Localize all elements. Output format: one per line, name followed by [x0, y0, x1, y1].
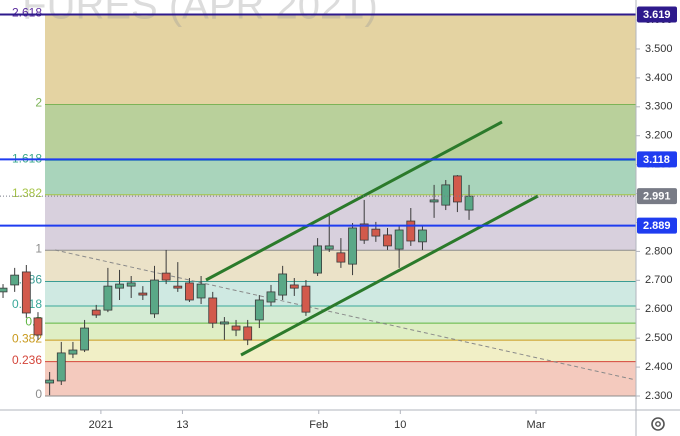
y-tick-label: 2.700: [645, 274, 673, 286]
fib-label: 1.382: [12, 186, 42, 200]
candle-body: [243, 326, 253, 341]
candle-body: [21, 271, 31, 314]
x-tick-label: 2021: [89, 419, 113, 431]
price-label: 3.619: [643, 9, 671, 21]
candle-body: [371, 228, 381, 237]
fib-band: [45, 160, 636, 195]
fib-label: 1: [35, 241, 42, 255]
candle-body: [406, 220, 416, 242]
candle-body: [56, 352, 66, 382]
candle-body: [348, 227, 357, 265]
candle-body: [150, 279, 159, 315]
price-label-box: [637, 188, 677, 205]
candle-body: [33, 317, 43, 336]
price-label-box: [637, 6, 677, 23]
candle-body: [161, 272, 171, 281]
candle-body: [185, 282, 194, 301]
candle-body: [301, 285, 311, 313]
y-tick-label: 2.400: [645, 361, 673, 373]
candle-body: [359, 223, 369, 241]
candle-body: [173, 285, 183, 289]
candle-body: [441, 184, 451, 206]
fib-band: [45, 104, 636, 161]
fib-band: [45, 306, 636, 324]
price-lines: [0, 13, 636, 227]
upper-channel-line: [205, 120, 503, 282]
price-label-box: [637, 151, 677, 168]
candle-body: [219, 321, 229, 325]
candle-body: [313, 245, 322, 274]
price-label-box: [637, 217, 677, 234]
candle-body: [429, 199, 439, 203]
price-label: 3.118: [643, 154, 670, 166]
x-tick-label: Feb: [309, 419, 328, 431]
y-tick-label: 2.300: [645, 390, 673, 402]
candle-body: [324, 245, 334, 250]
candle-body: [394, 229, 404, 250]
x-tick-label: Mar: [527, 419, 546, 431]
candle-body: [10, 274, 20, 286]
fib-label: 2.618: [12, 6, 42, 20]
candle-body: [126, 282, 136, 287]
candle-body: [418, 229, 427, 243]
fib-label: 2: [35, 96, 42, 110]
candle-body: [464, 195, 474, 211]
candle-body: [452, 175, 462, 203]
dashed-trend-line: [54, 249, 637, 381]
axis-labels: 2.3002.4002.5002.6002.7002.8002.9003.000…: [89, 6, 677, 431]
fib-band: [45, 14, 636, 105]
candle-body: [196, 283, 206, 299]
lower-channel-line: [240, 194, 539, 357]
y-tick-label: 2.800: [645, 245, 673, 257]
candle-body: [254, 299, 264, 321]
x-tick-label: 10: [394, 419, 406, 431]
fib-bands: [45, 14, 636, 397]
candle-body: [266, 291, 276, 303]
candle-body: [208, 297, 218, 324]
y-tick-label: 3.500: [645, 43, 673, 55]
x-tick-label: 13: [176, 419, 188, 431]
candle-body: [289, 284, 299, 289]
price-label: 2.889: [643, 220, 671, 232]
y-tick-label: 2.600: [645, 303, 673, 315]
candle-body: [138, 292, 148, 296]
y-tick-label: 3.300: [645, 101, 673, 113]
candle-body: [231, 325, 241, 331]
fib-label: 0: [35, 387, 42, 401]
candle-body: [68, 349, 78, 355]
candle-body: [115, 283, 124, 289]
fib-band: [45, 340, 636, 362]
candle-body: [91, 309, 101, 316]
price-label: 2.991: [643, 191, 671, 203]
fib-band: [45, 361, 636, 397]
candle-body: [103, 285, 113, 311]
candle-body: [278, 273, 288, 296]
settings-icon[interactable]: [651, 417, 665, 431]
candle-body: [0, 287, 8, 293]
y-tick-label: 3.200: [645, 130, 673, 142]
fib-band: [45, 323, 636, 341]
candle-body: [336, 252, 346, 263]
y-tick-label: 2.500: [645, 332, 673, 344]
fib-label: 0.236: [12, 353, 42, 367]
y-tick-label: 3.400: [645, 72, 673, 84]
candle-body: [45, 379, 55, 384]
candle-body: [383, 234, 392, 247]
candle-body: [80, 327, 89, 351]
time-axis: [0, 410, 636, 436]
